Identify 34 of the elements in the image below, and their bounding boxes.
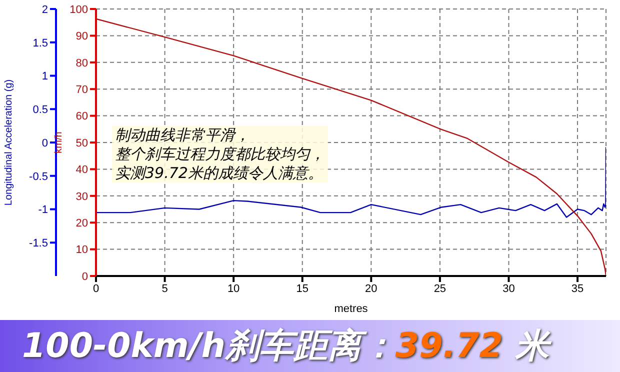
y-tick-label: -1 <box>38 204 48 216</box>
x-tick-label: 0 <box>92 282 100 295</box>
x-tick-label: 30 <box>502 282 515 295</box>
x-tick-label: 15 <box>296 282 308 295</box>
x-tick-label: 35 <box>571 282 584 295</box>
annotation: 制动曲线非常平滑， <box>115 126 251 145</box>
y-tick-label: -0.5 <box>29 170 48 183</box>
line-series <box>96 146 606 218</box>
y2-tick-label: 60 <box>76 110 88 123</box>
y-tick-label: 1 <box>42 70 48 83</box>
x-tick-label: 20 <box>365 282 378 295</box>
y-tick-label: 0.5 <box>32 104 48 116</box>
y2-tick-label: 0 <box>82 270 88 283</box>
y2-tick-label: 40 <box>76 164 88 176</box>
y-axis-title: Longitudinal Acceleration (g) <box>4 79 15 206</box>
x-tick-label: 10 <box>227 282 240 295</box>
y-tick-label: -1.5 <box>29 238 48 250</box>
x-tick-label: 25 <box>434 282 446 295</box>
y-tick-label: 0 <box>42 137 48 150</box>
x-axis-title: metres <box>334 303 368 315</box>
annotation: 整个刹车过程力度都比较均匀， <box>115 145 325 164</box>
y2-tick-label: 70 <box>76 84 88 96</box>
y2-tick-label: 80 <box>76 57 88 70</box>
y2-tick-label: 30 <box>76 190 88 203</box>
y2-axis-title: km/h <box>54 132 65 154</box>
y2-tick-label: 20 <box>76 218 88 230</box>
y-tick-label: 1.5 <box>32 37 48 50</box>
y2-tick-label: 100 <box>70 4 88 16</box>
y2-tick-label: 50 <box>76 137 88 150</box>
y-tick-label: 2 <box>42 4 48 16</box>
y2-tick-label: 90 <box>76 30 88 43</box>
y2-tick-label: 10 <box>76 244 88 256</box>
annotation: 实测39.72米的成绩令人满意。 <box>115 164 324 183</box>
x-tick-label: 5 <box>162 282 168 295</box>
